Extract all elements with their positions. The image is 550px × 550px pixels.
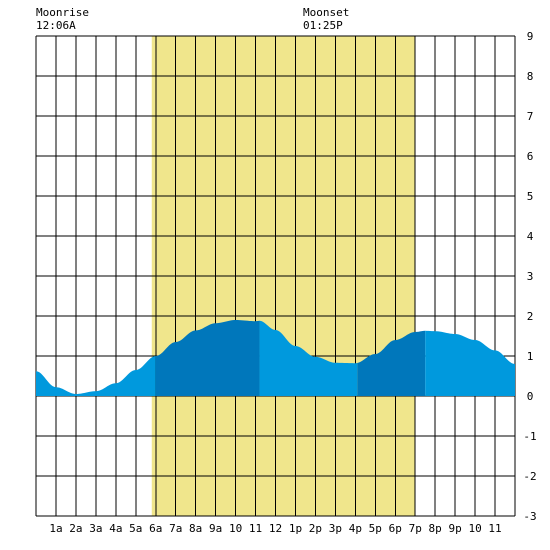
x-tick-label: 9p (449, 522, 462, 535)
axis-layer: 1a 2a 3a 4a 5a 6a 7a 8a 9a 10 11 12 1p 2p 3p 4p 5p 6p 7p 8p… (49, 30, 536, 535)
y-tick-label: -1 (523, 430, 536, 443)
x-tick-label: 5a (129, 522, 142, 535)
tide-area-segment-1 (36, 356, 156, 396)
tide-area-segment-5 (425, 330, 515, 396)
y-tick-label: 5 (527, 190, 534, 203)
x-tick-label: 7a (169, 522, 182, 535)
x-tick-label: 1p (289, 522, 302, 535)
x-tick-label: 2p (309, 522, 322, 535)
tide-area-layer (36, 320, 515, 396)
x-tick-label: 12 (269, 522, 282, 535)
x-tick-label: 10 (468, 522, 481, 535)
y-tick-label: 4 (527, 230, 534, 243)
x-tick-label: 6a (149, 522, 162, 535)
moonrise-label: Moonrise (36, 6, 89, 19)
x-tick-label: 11 (488, 522, 501, 535)
x-tick-label: 4p (349, 522, 362, 535)
y-tick-label: 3 (527, 270, 534, 283)
moonset-time: 01:25P (303, 19, 343, 32)
y-tick-label: -3 (523, 510, 536, 523)
x-tick-label: 5p (369, 522, 382, 535)
tide-area-segment-2 (155, 320, 260, 396)
x-tick-label: 2a (69, 522, 82, 535)
y-tick-label: 1 (527, 350, 534, 363)
x-tick-label: 3a (89, 522, 102, 535)
grid-layer (35, 35, 516, 517)
x-tick-label: 1a (49, 522, 62, 535)
x-tick-label: 4a (109, 522, 122, 535)
x-tick-label: 7p (409, 522, 422, 535)
x-tick-label: 3p (329, 522, 342, 535)
y-tick-label: 0 (527, 390, 534, 403)
y-tick-label: 2 (527, 310, 534, 323)
x-tick-label: 10 (229, 522, 242, 535)
x-tick-label: 8p (429, 522, 442, 535)
y-tick-label: 9 (527, 30, 534, 43)
x-tick-label: 6p (389, 522, 402, 535)
moonset-label: Moonset (303, 6, 349, 19)
y-tick-label: 6 (527, 150, 534, 163)
tide-area-segment-4 (357, 330, 426, 396)
x-tick-label: 8a (189, 522, 202, 535)
y-tick-label: -2 (523, 470, 536, 483)
moonrise-time: 12:06A (36, 19, 76, 32)
tide-area-segment-3 (259, 320, 358, 396)
y-tick-label: 8 (527, 70, 534, 83)
y-tick-label: 7 (527, 110, 534, 123)
x-tick-label: 9a (209, 522, 222, 535)
x-tick-label: 11 (249, 522, 262, 535)
